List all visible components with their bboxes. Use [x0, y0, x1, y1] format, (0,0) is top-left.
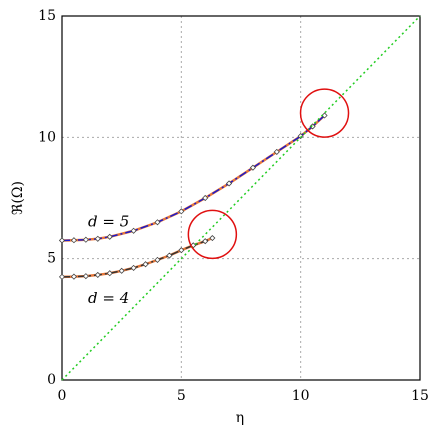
marker [297, 133, 304, 140]
marker [154, 256, 161, 263]
y-tick-label: 10 [38, 129, 56, 145]
marker [309, 123, 316, 130]
x-tick-label: 5 [177, 388, 186, 404]
x-tick-label: 10 [292, 388, 310, 404]
marker [118, 267, 125, 274]
y-tick-label: 15 [38, 8, 56, 24]
marker [142, 261, 149, 268]
marker [58, 273, 66, 280]
marker [70, 237, 77, 244]
marker [58, 237, 66, 244]
x-tick-label: 15 [411, 388, 429, 404]
marker [202, 238, 209, 245]
marker [106, 270, 113, 277]
marker [202, 194, 209, 202]
marker [273, 148, 280, 155]
marker [82, 236, 89, 243]
marker [226, 180, 233, 187]
marker [166, 252, 173, 259]
marker [70, 273, 77, 280]
marker [106, 233, 113, 240]
marker [321, 112, 328, 119]
marker [130, 227, 137, 234]
marker [94, 271, 101, 278]
marker [209, 234, 216, 242]
marker [178, 247, 185, 254]
y-tick-label: 5 [47, 251, 56, 267]
marker [154, 219, 161, 226]
y-tick-label: 0 [47, 372, 56, 388]
highlight-circle [187, 209, 238, 260]
marker [82, 273, 89, 280]
curve-label: d = 5 [88, 212, 129, 230]
marker [249, 164, 256, 171]
marker [94, 235, 101, 242]
x-axis-label: η [236, 410, 244, 426]
diagonal-line [61, 15, 421, 381]
y-axis-label: ℜ(Ω) [10, 181, 26, 215]
marker [178, 208, 185, 215]
x-tick-label: 0 [58, 388, 67, 404]
highlight-circle [299, 88, 350, 138]
marker [130, 264, 137, 271]
plot-frame [61, 15, 421, 381]
curve-label: d = 4 [88, 289, 129, 307]
